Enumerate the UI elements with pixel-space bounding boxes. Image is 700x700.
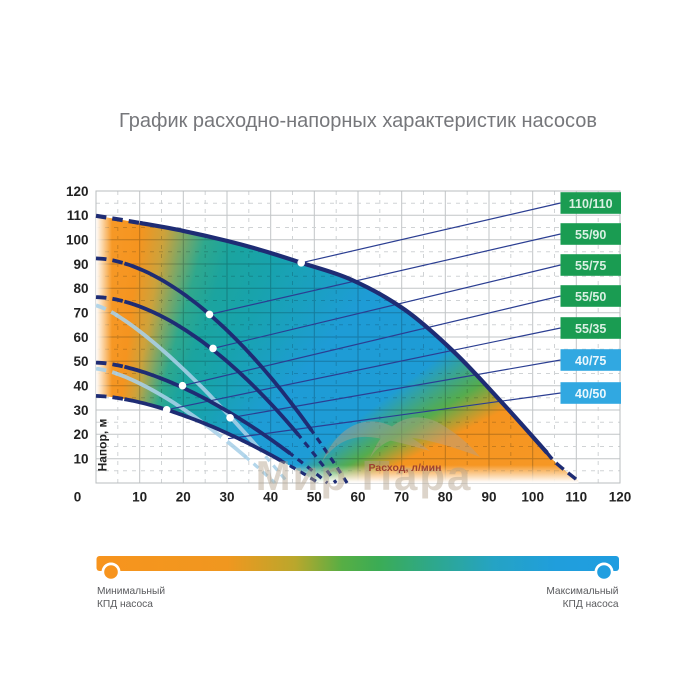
svg-text:30: 30 [219, 490, 234, 505]
svg-text:КПД насоса: КПД насоса [97, 599, 153, 610]
svg-text:100: 100 [521, 490, 544, 505]
svg-text:70: 70 [73, 306, 88, 321]
svg-text:20: 20 [73, 427, 88, 442]
svg-text:55/35: 55/35 [575, 322, 606, 336]
svg-text:55/50: 55/50 [575, 290, 606, 304]
svg-text:80: 80 [438, 490, 453, 505]
svg-text:60: 60 [73, 330, 88, 345]
svg-text:55/90: 55/90 [575, 228, 606, 242]
svg-text:Мир Пара: Мир Пара [256, 452, 473, 499]
svg-text:40/50: 40/50 [575, 387, 606, 401]
svg-text:0: 0 [74, 490, 82, 505]
svg-text:55/75: 55/75 [575, 259, 606, 273]
svg-text:Минимальный: Минимальный [97, 586, 165, 597]
svg-text:40: 40 [263, 490, 278, 505]
svg-text:100: 100 [66, 233, 89, 248]
svg-text:90: 90 [73, 257, 88, 272]
svg-text:110: 110 [67, 208, 89, 223]
svg-text:40/75: 40/75 [575, 354, 606, 368]
svg-text:10: 10 [73, 452, 88, 467]
svg-text:График расходно-напорных харак: График расходно-напорных характеристик н… [119, 110, 597, 132]
svg-text:70: 70 [394, 490, 409, 505]
svg-text:Максимальный: Максимальный [546, 586, 618, 597]
svg-text:Расход, л/мин: Расход, л/мин [369, 462, 442, 474]
svg-text:120: 120 [66, 184, 89, 199]
svg-text:90: 90 [481, 490, 496, 505]
svg-text:50: 50 [73, 354, 88, 369]
svg-text:40: 40 [73, 379, 88, 394]
svg-text:60: 60 [350, 490, 365, 505]
svg-text:Напор, м: Напор, м [96, 418, 110, 471]
svg-text:КПД насоса: КПД насоса [563, 599, 619, 610]
svg-text:50: 50 [307, 490, 322, 505]
svg-text:30: 30 [73, 403, 88, 418]
svg-text:110/110: 110/110 [569, 197, 613, 211]
svg-text:10: 10 [132, 490, 147, 505]
svg-text:20: 20 [176, 490, 191, 505]
svg-text:120: 120 [609, 490, 632, 505]
svg-text:80: 80 [73, 281, 88, 296]
svg-text:110: 110 [565, 490, 587, 505]
